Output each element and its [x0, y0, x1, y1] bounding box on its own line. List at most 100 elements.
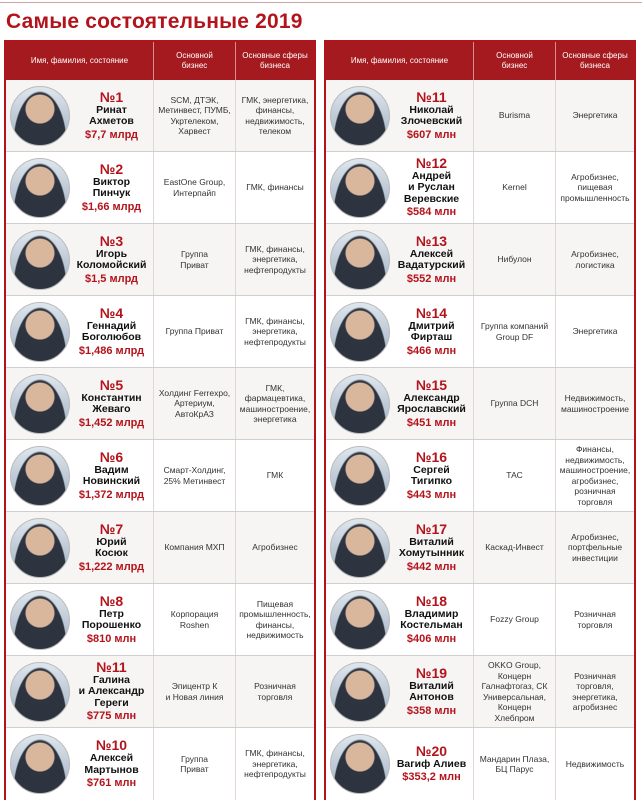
- person-name: Юрий Косюк: [95, 535, 128, 559]
- main-business: Каскад-Инвест: [474, 512, 556, 583]
- business-spheres: Агробизнес: [252, 542, 298, 553]
- person-cell: №11 Галина и Александр Гереги $775 млн: [6, 656, 154, 727]
- right-table-header: Имя, фамилия, состояние Основной бизнес …: [326, 42, 634, 80]
- person-name: Дмитрий Фирташ: [408, 319, 455, 343]
- portrait-photo: [330, 157, 390, 218]
- business-spheres: Агробизнес, портфельные инвестиции: [567, 531, 623, 563]
- person-info: №16 Сергей Тигипко $443 млн: [390, 449, 473, 502]
- net-worth: $442 млн: [406, 560, 457, 573]
- rank-number: №4: [99, 304, 124, 321]
- person-info: №12 Андрей и Руслан Веревские $584 млн: [390, 154, 473, 220]
- portrait-photo: [10, 157, 70, 218]
- portrait-photo: [10, 661, 70, 722]
- person-cell: №5 Константин Жеваго $1,452 млрд: [6, 368, 154, 439]
- business-spheres: ГМК, энергетика, финансы, недвижимость, …: [241, 94, 309, 137]
- portrait-photo: [10, 517, 70, 578]
- person-cell: №13 Алексей Вадатурский $552 млн: [326, 224, 474, 295]
- net-worth: $466 млн: [406, 344, 457, 357]
- person-info: №10 Алексей Мартынов $761 млн: [70, 738, 153, 790]
- left-table-header: Имя, фамилия, состояние Основной бизнес …: [6, 42, 314, 80]
- table-row: №1 Ринат Ахметов $7,7 млрд SCM, ДТЭК, Метин…: [6, 80, 314, 152]
- person-name: Андрей и Руслан Веревские: [403, 169, 460, 205]
- rank-number: №7: [99, 520, 124, 537]
- person-info: №13 Алексей Вадатурский $552 млн: [390, 233, 473, 286]
- rank-number: №11: [96, 658, 127, 675]
- portrait-photo: [330, 589, 390, 650]
- person-cell: №3 Игорь Коломойский $1,5 млрд: [6, 224, 154, 295]
- table-row: №19 Виталий Антонов $358 млн OKKO Group, Ко…: [326, 656, 634, 728]
- header-business: Основной бизнес: [474, 42, 556, 80]
- rank-number: №20: [415, 742, 448, 759]
- person-name: Алексей Мартынов: [84, 752, 139, 776]
- business-spheres: Розничная торговля: [254, 681, 296, 702]
- table-row: №11 Николай Злочевский $607 млн Burisma Энер…: [326, 80, 634, 152]
- main-business: Kernel: [474, 152, 556, 223]
- business-spheres: Розничная торговля: [574, 609, 616, 630]
- person-name: Геннадий Боголюбов: [81, 319, 142, 343]
- header-spheres: Основные сферы бизнеса: [242, 51, 308, 70]
- rank-number: №19: [415, 664, 448, 681]
- net-worth: $1,66 млрд: [81, 200, 142, 213]
- rank-number: №3: [99, 232, 124, 249]
- person-cell: №11 Николай Злочевский $607 млн: [326, 80, 474, 151]
- portrait-photo: [10, 445, 70, 506]
- main-business: Эпицентр К и Новая линия: [154, 656, 236, 727]
- main-business: Мандарин Плаза, БЦ Парус: [474, 728, 556, 800]
- business-spheres: Агробизнес, логистика: [571, 249, 619, 270]
- business-spheres: Недвижимость, машиностроение: [560, 393, 630, 414]
- rank-number: №12: [415, 154, 448, 171]
- table-row: №14 Дмитрий Фирташ $466 млн Группа компаний…: [326, 296, 634, 368]
- main-business: Группа DCH: [474, 368, 556, 439]
- net-worth: $358 млн: [406, 704, 457, 717]
- person-cell: №7 Юрий Косюк $1,222 млрд: [6, 512, 154, 583]
- business-spheres: Энергетика: [572, 110, 618, 121]
- person-info: №2 Виктор Пинчук $1,66 млрд: [70, 161, 153, 214]
- table-row: №7 Юрий Косюк $1,222 млрд Компания МХП Агроб…: [6, 512, 314, 584]
- net-worth: $775 млн: [86, 710, 137, 723]
- person-name: Виктор Пинчук: [92, 175, 131, 199]
- net-worth: $451 млн: [406, 416, 457, 429]
- portrait-photo: [330, 301, 390, 362]
- net-worth: $1,486 млрд: [78, 344, 145, 357]
- person-name: Ринат Ахметов: [89, 103, 134, 127]
- rank-number: №10: [95, 737, 128, 753]
- main-business: EastOne Group, Интерпайп: [154, 152, 236, 223]
- main-business: Корпорация Roshen: [154, 584, 236, 655]
- person-cell: №20 Вагиф Алиев $353,2 млн: [326, 728, 474, 800]
- person-info: №11 Николай Злочевский $607 млн: [390, 88, 473, 142]
- net-worth: $353,2 млн: [402, 771, 461, 784]
- table-row: №8 Петр Порошенко $810 млн Корпорация Roshe…: [6, 584, 314, 656]
- person-info: №7 Юрий Косюк $1,222 млрд: [70, 520, 153, 574]
- person-cell: №10 Алексей Мартынов $761 млн: [6, 728, 154, 800]
- person-cell: №6 Вадим Новинский $1,372 млрд: [6, 440, 154, 511]
- left-table: Имя, фамилия, состояние Основной бизнес …: [4, 40, 316, 800]
- person-info: №17 Виталий Хомутынник $442 млн: [390, 521, 473, 574]
- table-row: №17 Виталий Хомутынник $442 млн Каскад-Инве…: [326, 512, 634, 584]
- business-spheres: ГМК, финансы: [246, 182, 304, 193]
- table-row: №5 Константин Жеваго $1,452 млрд Холдинг Fe…: [6, 368, 314, 440]
- rank-number: №11: [416, 88, 447, 105]
- person-name: Виталий Антонов: [409, 679, 454, 703]
- portrait-photo: [10, 589, 70, 650]
- net-worth: $1,5 млрд: [84, 272, 139, 285]
- person-cell: №19 Виталий Антонов $358 млн: [326, 656, 474, 727]
- person-cell: №16 Сергей Тигипко $443 млн: [326, 440, 474, 511]
- person-info: №14 Дмитрий Фирташ $466 млн: [390, 305, 473, 358]
- net-worth: $1,372 млрд: [78, 488, 145, 501]
- person-cell: №1 Ринат Ахметов $7,7 млрд: [6, 80, 154, 151]
- portrait-photo: [330, 229, 390, 290]
- main-business: Группа компаний Group DF: [474, 296, 556, 367]
- person-name: Владимир Костельман: [400, 607, 463, 631]
- person-info: №19 Виталий Антонов $358 млн: [390, 664, 473, 718]
- person-info: №11 Галина и Александр Гереги $775 млн: [70, 658, 153, 724]
- table-row: №18 Владимир Костельман $406 млн Fozzy Grou…: [326, 584, 634, 656]
- portrait-photo: [10, 373, 70, 434]
- person-info: №4 Геннадий Боголюбов $1,486 млрд: [70, 304, 153, 358]
- net-worth: $607 млн: [406, 128, 457, 141]
- person-name: Константин Жеваго: [81, 391, 142, 415]
- net-worth: $406 млн: [406, 632, 457, 645]
- business-spheres: Пищевая промышленность, финансы, недвижи…: [239, 598, 311, 641]
- header-spheres: Основные сферы бизнеса: [562, 51, 628, 70]
- portrait-photo: [10, 734, 70, 794]
- person-cell: №17 Виталий Хомутынник $442 млн: [326, 512, 474, 583]
